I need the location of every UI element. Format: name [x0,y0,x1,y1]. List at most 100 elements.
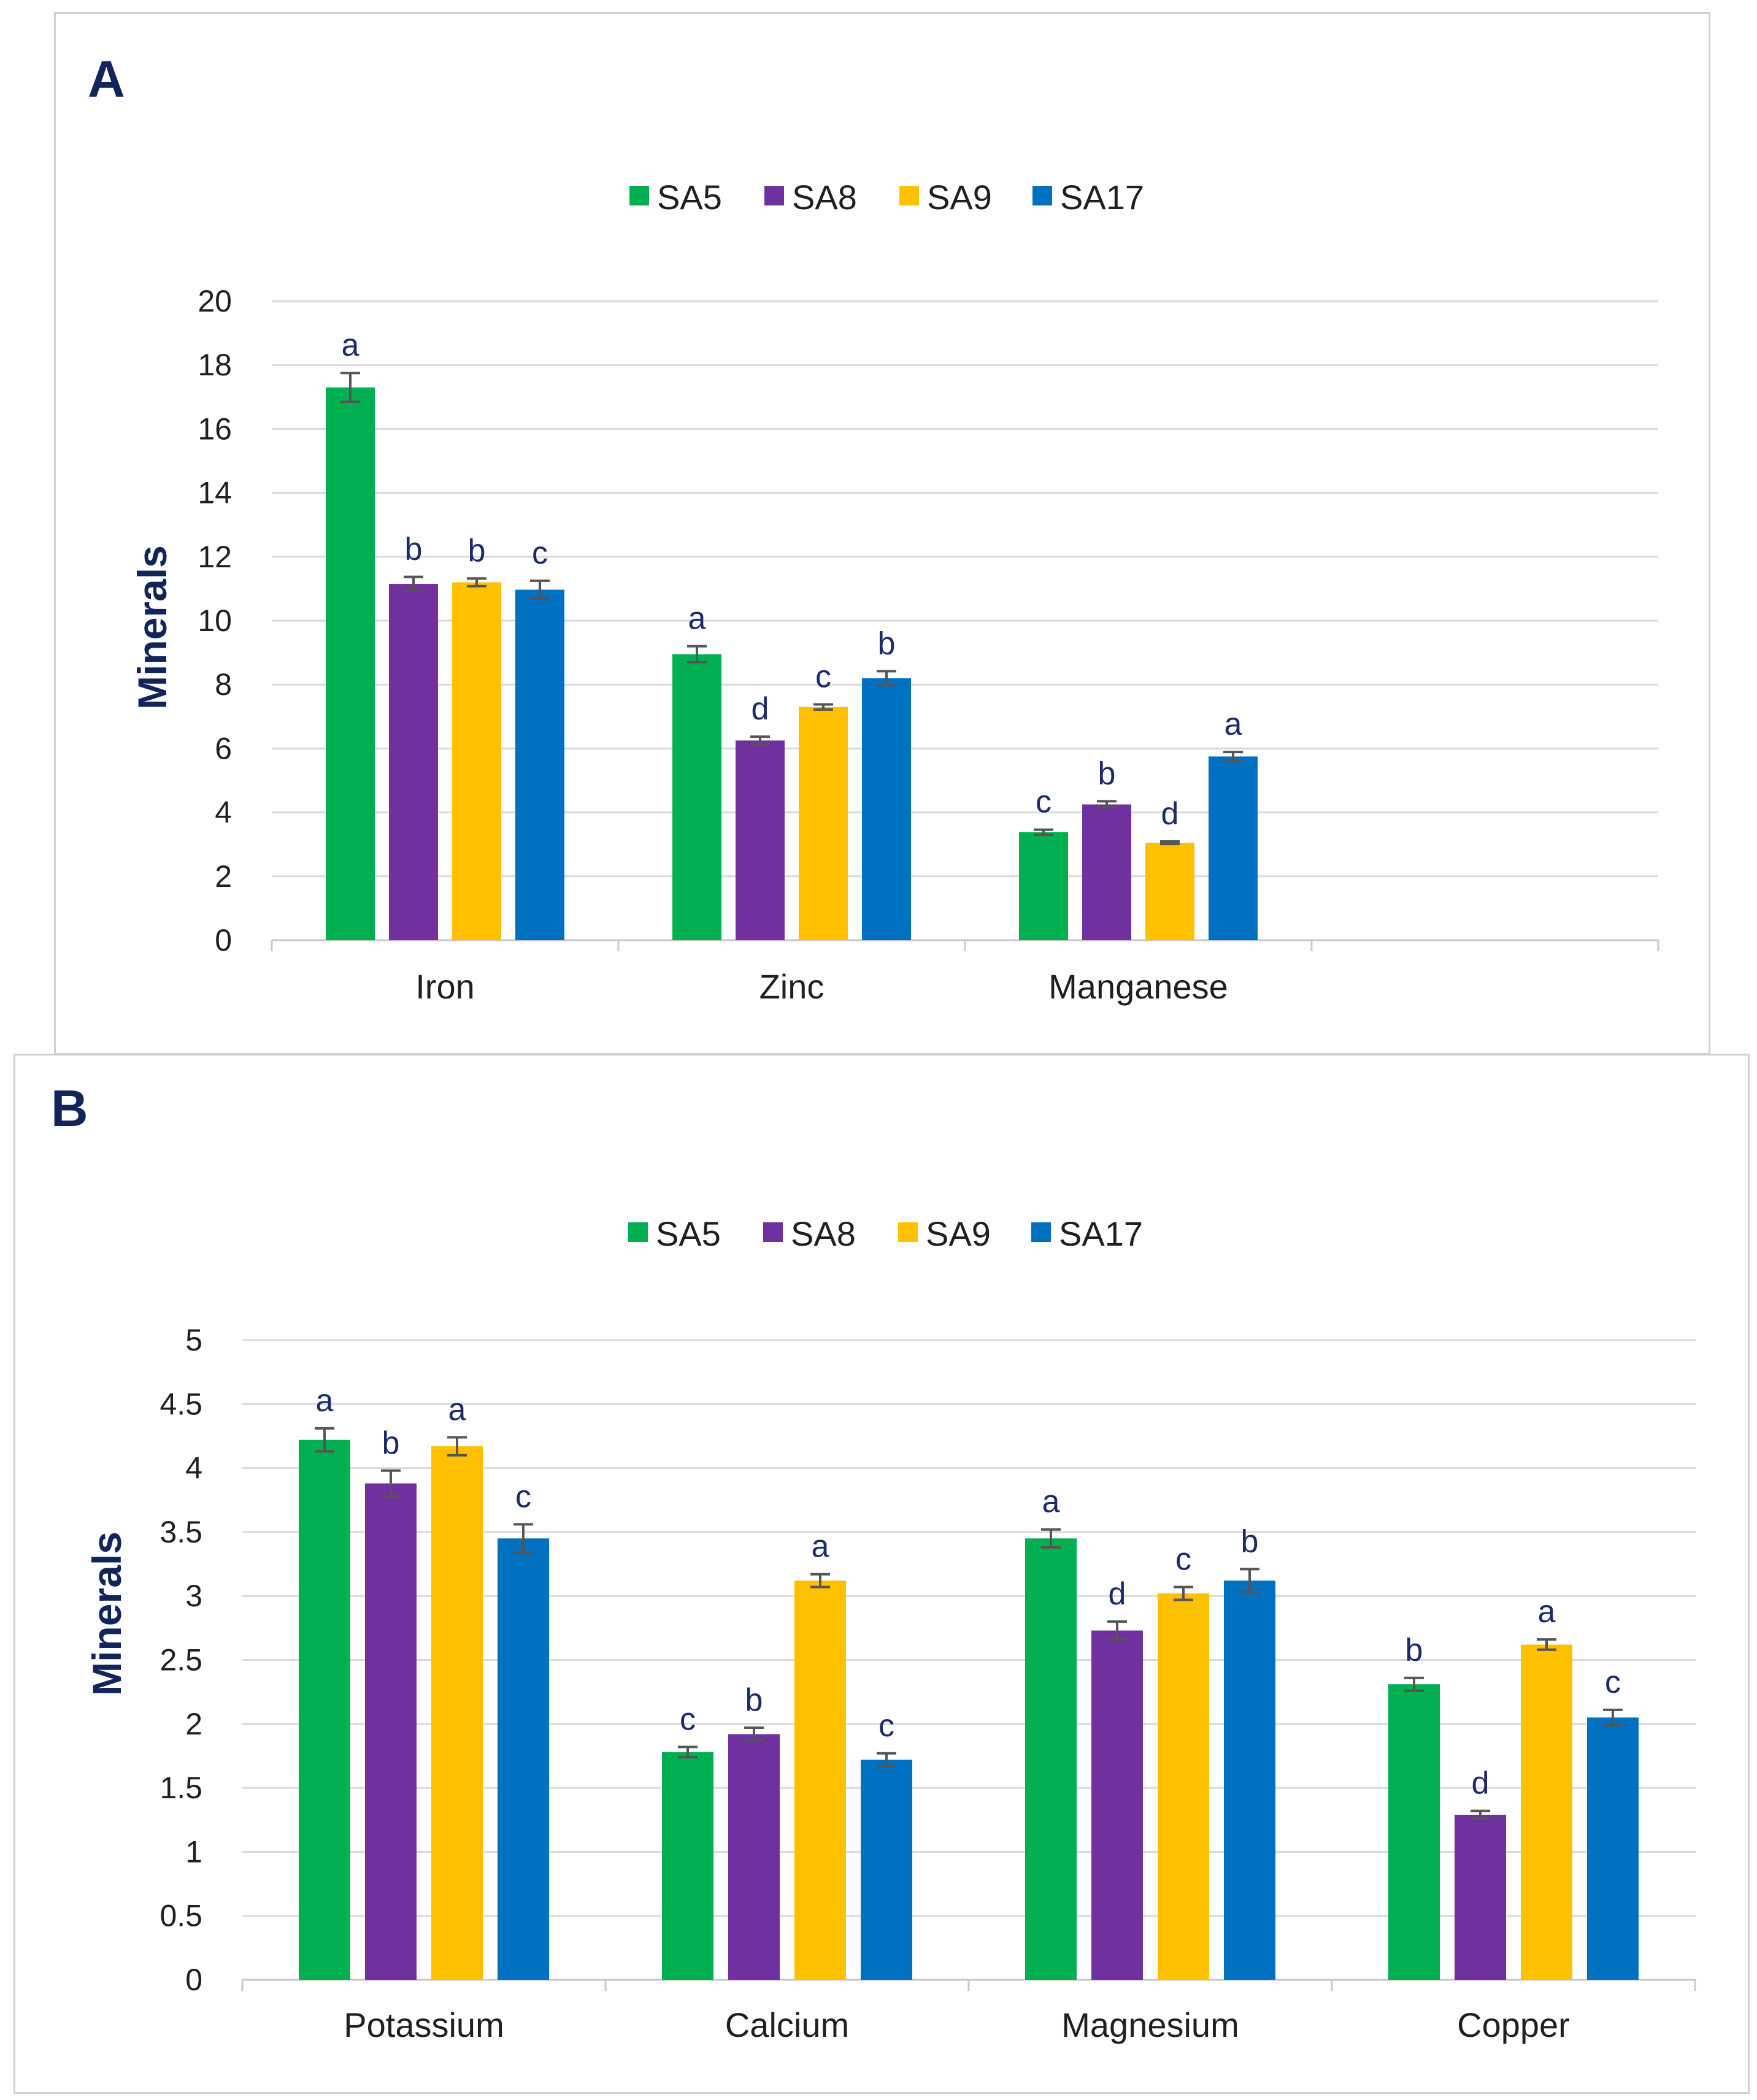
bar-sa9-zinc [799,707,848,940]
significance-letter: b [382,1425,400,1461]
significance-letter: c [878,1708,894,1744]
legend-label-sa17: SA17 [1060,178,1144,217]
y-tick-label: 8 [215,667,232,702]
panel-letter-a: A [88,50,125,108]
bar-sa8-potassium [365,1483,417,1980]
legend-label-sa8: SA8 [791,1214,856,1253]
y-tick-label: 5 [185,1323,202,1357]
legend-swatch-sa5 [629,186,649,205]
y-axis-label: Minerals [129,545,175,710]
significance-letter: a [1225,707,1242,742]
y-tick-label: 3.5 [160,1515,202,1549]
bar-sa5-iron [326,387,375,940]
significance-letter: a [812,1529,829,1565]
significance-letter: a [1042,1484,1060,1520]
chart-panel-a: A 0 2 4 6 8 10 12 14 16 18 20 Iron a b b c Zinc a d c b Mang… [54,12,1710,1055]
significance-letter: a [316,1383,334,1419]
bar-sa9-copper [1521,1644,1572,1980]
bar-sa8-calcium [728,1734,780,1980]
bar-sa8-magnesium [1091,1630,1143,1980]
bar-sa9-magnesium [1158,1593,1209,1980]
significance-letter: a [342,328,359,363]
bar-sa8-copper [1455,1814,1506,1980]
significance-letter: a [1538,1594,1556,1630]
chart-panel-b: B 0 0.5 1 1.5 2 2.5 3 3.5 4 4.5 5 Potassium a b a c Cal… [13,1054,1750,2094]
y-tick-label: 4 [215,795,232,830]
legend-swatch-sa9 [899,186,919,205]
significance-letter: c [815,659,831,695]
bar-sa17-potassium [498,1538,549,1980]
chart-a-canvas: A 0 2 4 6 8 10 12 14 16 18 20 Iron a b b c Zinc a d c b Mang… [88,50,1659,1006]
legend-swatch-sa9 [898,1222,918,1242]
category-label: Calcium [725,2006,849,2044]
category-label: Zinc [759,967,825,1006]
bar-sa9-potassium [431,1446,483,1980]
significance-letter: b [745,1682,763,1718]
y-tick-label: 6 [215,731,232,765]
y-tick-label: 4.5 [160,1387,202,1421]
bar-sa17-magnesium [1224,1581,1275,1980]
bar-sa8-zinc [736,740,785,940]
y-tick-label: 4 [185,1451,202,1485]
y-tick-label: 2 [185,1707,202,1741]
category-label: Magnesium [1061,2006,1239,2044]
bar-sa9-iron [452,582,501,940]
category-label: Potassium [344,2006,504,2044]
significance-letter: a [688,601,706,637]
bar-sa17-copper [1587,1717,1639,1980]
y-axis-label: Minerals [84,1531,129,1696]
bar-sa17-iron [515,589,564,940]
y-tick-label: 10 [198,604,232,638]
y-tick-label: 1 [185,1834,202,1869]
bar-sa5-calcium [662,1752,713,1980]
legend-label-sa17: SA17 [1059,1214,1143,1253]
bar-sa5-copper [1388,1684,1440,1980]
bar-sa9-calcium [794,1581,846,1980]
category-label: Iron [415,967,475,1006]
legend-label-sa8: SA8 [792,178,857,217]
bar-sa17-manganese [1209,756,1258,940]
legend-label-sa9: SA9 [926,1214,991,1253]
significance-letter: c [1036,784,1052,820]
significance-letter: c [680,1701,696,1737]
category-label: Manganese [1048,967,1228,1006]
y-tick-label: 16 [198,412,232,446]
significance-letter: b [878,626,896,661]
y-tick-label: 0.5 [160,1899,202,1933]
bar-sa9-manganese [1145,843,1194,940]
bar-sa17-calcium [861,1760,912,1980]
y-tick-label: 2.5 [160,1643,202,1677]
significance-letter: b [405,532,423,567]
significance-letter: a [448,1392,466,1428]
legend-label-sa9: SA9 [927,178,992,217]
y-tick-label: 14 [198,476,232,510]
significance-letter: d [752,691,769,727]
legend-swatch-sa5 [628,1222,648,1242]
panel-letter-b: B [51,1079,88,1137]
y-tick-label: 3 [185,1579,202,1613]
y-tick-label: 12 [198,540,232,574]
bar-sa8-iron [389,584,438,940]
legend-swatch-sa8 [763,1222,783,1242]
category-label: Copper [1457,2006,1570,2044]
significance-letter: c [532,535,548,571]
significance-letter: d [1161,796,1179,832]
significance-letter: b [1241,1523,1259,1559]
significance-letter: b [468,533,486,569]
bar-sa5-potassium [299,1439,350,1980]
significance-letter: d [1109,1576,1126,1612]
y-tick-label: 20 [198,284,232,318]
y-tick-label: 1.5 [160,1771,202,1805]
y-tick-label: 0 [185,1963,202,1997]
significance-letter: b [1405,1633,1423,1668]
legend-swatch-sa8 [764,186,784,205]
bar-sa8-manganese [1082,804,1131,940]
bar-sa5-zinc [672,654,721,940]
significance-letter: c [1605,1665,1621,1700]
significance-letter: c [1175,1542,1191,1577]
y-tick-label: 2 [215,859,232,894]
y-tick-label: 18 [198,348,232,382]
chart-b-canvas: B 0 0.5 1 1.5 2 2.5 3 3.5 4 4.5 5 Potassium a b a c Cal… [51,1079,1696,2044]
bar-sa17-zinc [862,678,911,940]
legend-label-sa5: SA5 [657,178,722,217]
